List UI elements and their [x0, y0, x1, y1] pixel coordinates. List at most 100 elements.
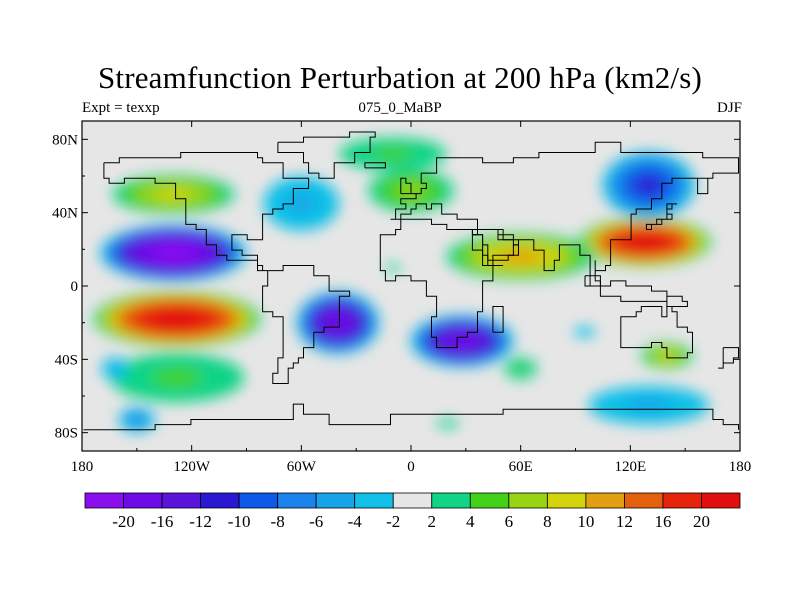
anomaly-negative-16 [101, 357, 129, 380]
colorbar-label: -12 [189, 512, 212, 531]
colorbar-swatch [662, 492, 702, 509]
colorbar-swatch [546, 492, 587, 509]
coastline-british-isles [400, 177, 417, 195]
experiment-label: Expt = texxp [82, 100, 160, 116]
contour-shell [154, 188, 193, 201]
colorbar-swatch [277, 492, 317, 509]
y-tick-label: 80N [52, 132, 78, 148]
y-tick-label: 40N [52, 206, 78, 222]
anomaly-positive-19 [504, 357, 537, 380]
coastline-australia [620, 306, 693, 359]
contour-shell [435, 419, 460, 428]
x-tick-label: 0 [407, 459, 415, 475]
y-tick-label: 0 [71, 279, 79, 295]
season-label: DJF [716, 100, 742, 116]
contour-shell [152, 245, 195, 261]
contour-shell [498, 249, 544, 264]
contour-shell [626, 235, 664, 249]
x-tick-label: 120W [173, 459, 211, 475]
colorbar-label: 8 [543, 512, 552, 531]
coastline-new-zealand [718, 347, 739, 369]
anomaly-positive-8 [339, 137, 447, 171]
x-tick-label: 60E [509, 459, 533, 475]
colorbar-label: -4 [348, 512, 363, 531]
contour-shell [626, 398, 671, 413]
colorbar-swatch [200, 492, 240, 509]
colorbar-label: 10 [577, 512, 594, 531]
colorbar-swatch [585, 492, 625, 509]
anomaly-negative-2 [296, 291, 380, 354]
anomaly-negative-9 [602, 152, 695, 219]
coastline-greenland [277, 131, 376, 179]
anomaly-positive-11 [110, 353, 245, 402]
colorbar: -20 -16 -12 -10 -8 -6 -4 -2 2 4 6 8 10 12 16 20 [84, 492, 741, 531]
contour-shell [153, 311, 201, 327]
coastline-madagascar [492, 306, 504, 333]
coastline-indonesia [584, 275, 688, 307]
contour-shell [152, 368, 202, 387]
axes: 180 120W 60W 0 60E 120E 180 80N 40N 0 40S 80S [52, 121, 751, 475]
contour-shell [447, 333, 478, 349]
x-tick-label: 180 [729, 459, 752, 475]
contour-shell [287, 193, 316, 214]
contour-shell [514, 364, 527, 373]
y-tick-label: 80S [55, 426, 78, 442]
x-tick-label: 60W [287, 459, 317, 475]
anomaly-negative-3 [410, 315, 514, 367]
coastline-arabia [471, 229, 519, 261]
coastline-eurasia [390, 141, 739, 287]
colorbar-swatch [701, 492, 741, 509]
colorbar-label: 16 [654, 512, 671, 531]
anomaly-positive-18 [435, 419, 460, 428]
contour-shell [372, 148, 413, 160]
colorbar-swatch [354, 492, 394, 509]
x-tick-label: 180 [71, 459, 94, 475]
colorbar-swatch [508, 492, 548, 509]
coastline-africa [379, 218, 504, 349]
colorbar-label: 20 [693, 512, 710, 531]
anomaly-negative-17 [118, 407, 156, 433]
colorbar-label: 4 [466, 512, 475, 531]
colorbar-label: 2 [428, 512, 437, 531]
contour-shell [573, 326, 596, 337]
colorbar-swatch [392, 492, 433, 509]
colorbar-swatch [469, 492, 510, 509]
colorbar-swatch [161, 492, 201, 509]
coastline-japan [645, 203, 678, 230]
anomaly-negative-0 [100, 225, 247, 281]
colorbar-swatch [84, 492, 124, 509]
colorbar-label: -6 [309, 512, 323, 531]
anomaly-positive-15 [385, 263, 400, 272]
contour-shell [130, 415, 143, 424]
chart-title: Streamfunction Perturbation at 200 hPa (… [97, 60, 703, 95]
anomaly-positive-4 [578, 217, 712, 267]
anomaly-positive-6 [112, 175, 235, 214]
colorbar-label: 6 [505, 512, 514, 531]
anomaly-positive-5 [446, 233, 595, 280]
contour-shell [385, 263, 400, 272]
anomaly-positive-1 [93, 291, 261, 347]
contour-shell [634, 175, 663, 196]
coastline-north-america [103, 152, 310, 272]
colorbar-swatch [238, 492, 279, 509]
colorbar-label: -20 [112, 512, 135, 531]
coastline-south-america [262, 265, 351, 384]
anomaly-negative-10 [263, 176, 339, 231]
colorbar-swatch [624, 492, 664, 509]
x-tick-label: 120E [614, 459, 646, 475]
contour-shell [109, 364, 120, 373]
colorbar-swatch [431, 492, 471, 509]
contour-shell [325, 313, 350, 332]
coastline-antarctica [83, 403, 739, 431]
colorbar-label: -16 [151, 512, 174, 531]
contour-fields [93, 137, 712, 433]
case-label: 075_0_MaBP [358, 100, 442, 116]
y-tick-label: 40S [55, 352, 78, 368]
coastline-iceland [364, 162, 386, 169]
colorbar-label: -8 [271, 512, 285, 531]
colorbar-label: -10 [228, 512, 251, 531]
coastlines [83, 131, 739, 431]
anomaly-negative-12 [588, 386, 709, 424]
anomaly-negative-14 [573, 326, 596, 337]
